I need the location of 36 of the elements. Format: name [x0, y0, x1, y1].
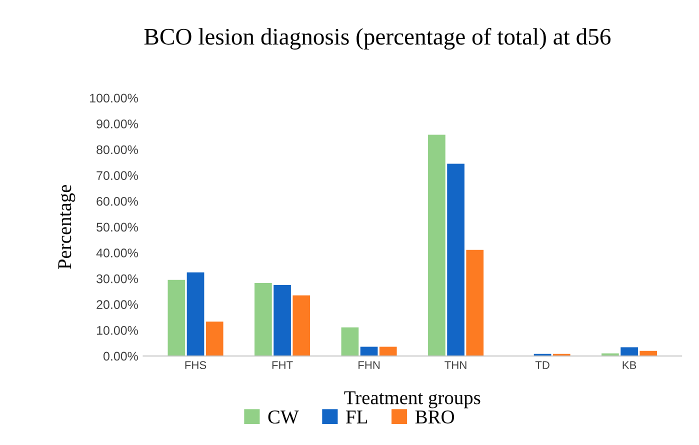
- y-tick-label: 20.00%: [96, 300, 138, 310]
- bar: [428, 134, 446, 356]
- bar: [186, 272, 204, 356]
- bar: [360, 346, 378, 356]
- y-tick-label: 0.00%: [103, 352, 138, 361]
- y-tick-label: 90.00%: [96, 120, 138, 128]
- x-tick-label: THN: [444, 361, 466, 369]
- x-tick-label: KB: [622, 361, 636, 369]
- legend-label: CW: [268, 410, 299, 424]
- bar: [254, 282, 272, 356]
- bar: [206, 322, 224, 356]
- bar: [379, 346, 397, 356]
- x-tick-label: FHS: [185, 361, 206, 370]
- x-axis-title: Treatment groups: [344, 391, 480, 408]
- y-tick-label: 70.00%: [96, 171, 138, 180]
- x-tick-label: TD: [535, 361, 550, 369]
- bar: [341, 327, 359, 356]
- y-tick-label: 50.00%: [96, 222, 138, 232]
- bar: [447, 164, 464, 356]
- y-tick-label: 40.00%: [96, 248, 138, 258]
- bar: [620, 347, 638, 356]
- x-tick-label: FHT: [272, 361, 293, 369]
- y-tick-label: 60.00%: [96, 196, 138, 206]
- y-tick-label: 100.00%: [90, 94, 138, 103]
- chart-title: BCO lesion diagnosis (percentage of total) at d56: [144, 28, 611, 50]
- legend-label: FL: [346, 410, 368, 424]
- y-axis-title: Percentage: [58, 184, 76, 270]
- y-tick-label: 30.00%: [96, 274, 138, 284]
- y-tick-label: 80.00%: [96, 145, 138, 154]
- bar: [292, 295, 310, 356]
- bar: [466, 250, 484, 356]
- x-tick-label: FHN: [358, 361, 380, 369]
- bar: [168, 280, 186, 356]
- bar: [274, 285, 291, 356]
- legend-label: BRO: [415, 410, 454, 424]
- y-tick-label: 10.00%: [96, 326, 138, 335]
